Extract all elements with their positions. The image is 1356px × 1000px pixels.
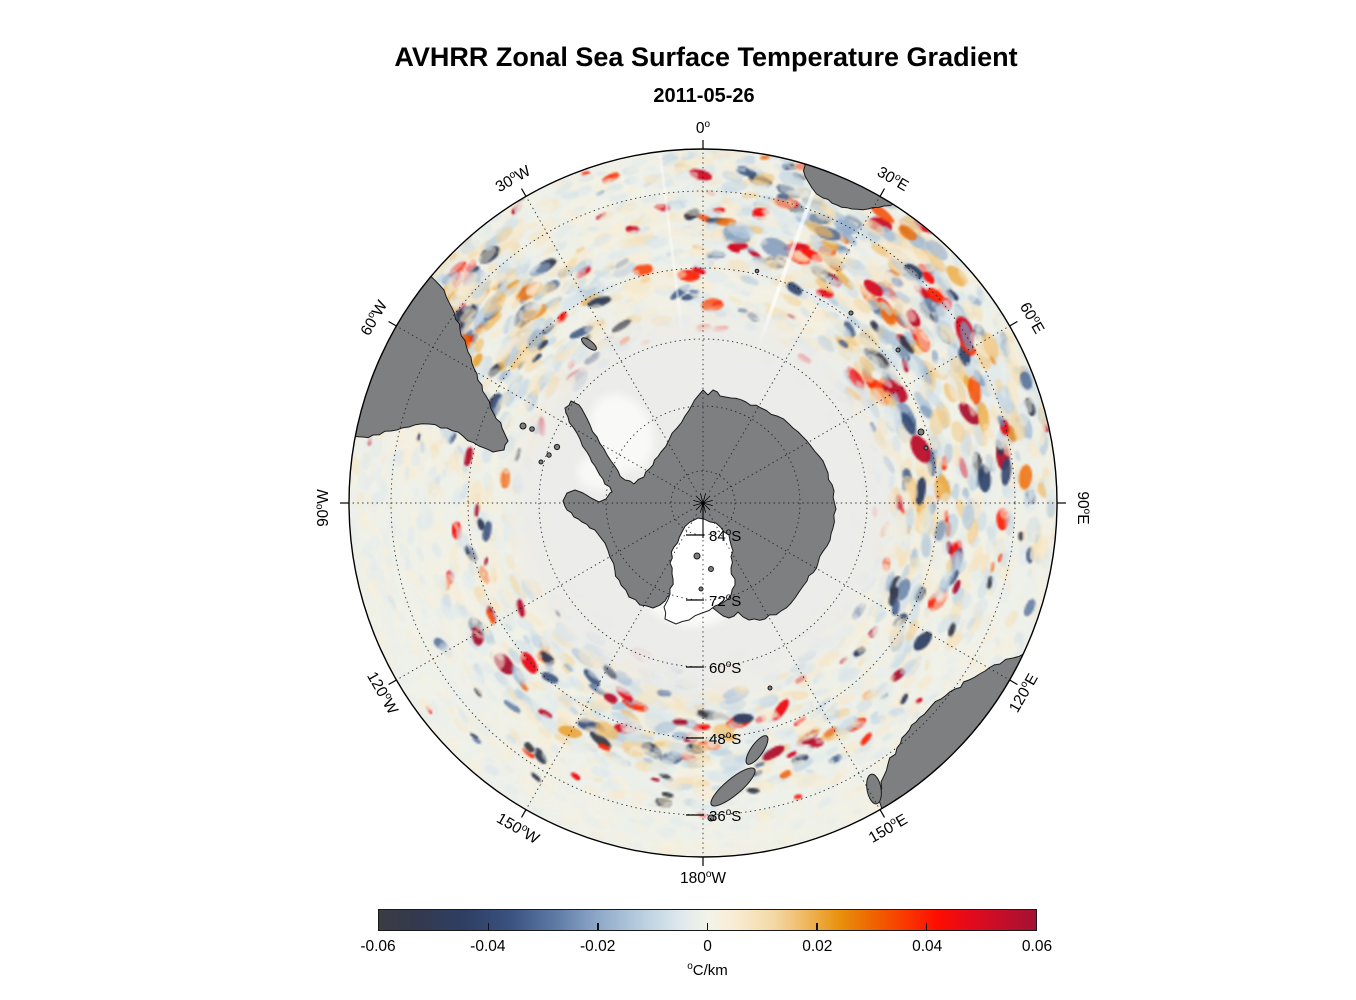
pole-marker — [693, 493, 713, 538]
colorbar-tick — [597, 923, 599, 930]
longitude-label: 150oE — [865, 810, 910, 846]
colorbar-tick-label: 0.04 — [912, 938, 943, 955]
longitude-label: 120oW — [363, 669, 402, 718]
longitude-label: 0o — [696, 119, 711, 137]
longitude-label: 30oW — [492, 162, 534, 196]
longitude-label: 60oE — [1016, 299, 1048, 337]
longitude-label: 90oE — [1074, 491, 1092, 524]
land-new-zealand-north — [745, 735, 769, 765]
land-australia — [878, 649, 1035, 818]
colorbar — [378, 909, 1037, 931]
colorbar-tick — [487, 923, 490, 930]
colorbar-tick-labels: -0.06 -0.04 -0.02 0 0.02 0.04 0.06 — [360, 938, 1052, 958]
colorbar-tick-label: 0 — [703, 938, 712, 955]
small-island — [546, 452, 552, 458]
land-antarctica — [562, 389, 837, 621]
longitude-label: 90oW — [314, 489, 332, 527]
small-island — [923, 445, 929, 451]
small-island — [848, 310, 854, 316]
antarctic-island — [693, 552, 701, 560]
colorbar-unit-label: oC/km — [687, 961, 728, 979]
island-south-georgia — [581, 337, 597, 351]
longitude-label: 180oW — [680, 869, 726, 887]
small-island — [519, 422, 527, 430]
antarctic-island — [698, 586, 704, 592]
small-island — [917, 428, 925, 436]
latitude-axis: 84oS 72oS 60oS 48oS 36oS — [686, 527, 741, 825]
land-tasmania — [866, 773, 882, 805]
latitude-label: 72oS — [709, 592, 741, 610]
small-island — [553, 443, 561, 451]
latitude-label: 84oS — [709, 527, 741, 545]
latitude-label: 60oS — [709, 659, 741, 677]
small-island — [707, 814, 715, 822]
colorbar-tick — [925, 923, 928, 930]
longitude-label: 60oW — [357, 297, 391, 339]
colorbar-tick-label: -0.02 — [579, 938, 616, 955]
colorbar-tick — [706, 923, 709, 930]
colorbar-tick-label: 0.02 — [802, 938, 833, 955]
small-island — [767, 685, 773, 691]
land-new-zealand-south — [710, 767, 756, 807]
longitude-label: 30oE — [874, 163, 912, 195]
colorbar-tick — [816, 923, 818, 930]
colorbar-tick-label: -0.06 — [360, 938, 396, 955]
small-island — [895, 347, 901, 353]
small-island — [754, 268, 760, 274]
antarctic-island — [708, 566, 714, 572]
small-island — [529, 426, 535, 432]
colorbar-tick-label: -0.04 — [470, 938, 506, 955]
rim-ticks — [340, 140, 1066, 866]
latitude-label: 36oS — [709, 807, 741, 825]
small-island — [538, 459, 544, 465]
land-south-america — [349, 269, 509, 453]
latitude-label: 48oS — [709, 730, 741, 748]
colorbar-tick-label: 0.06 — [1021, 938, 1053, 955]
